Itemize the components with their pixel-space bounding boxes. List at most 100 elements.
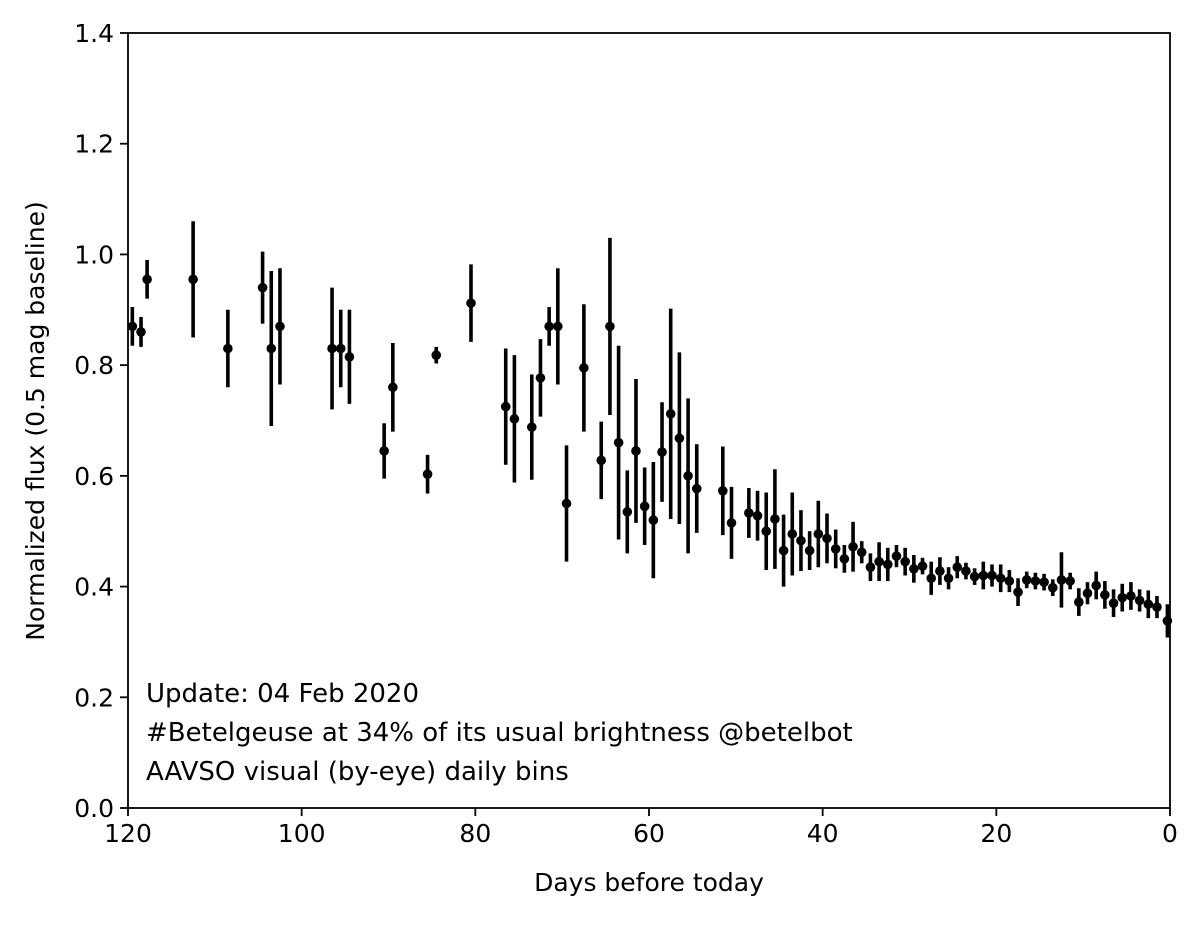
data-point (1056, 575, 1067, 585)
data-point (1091, 580, 1101, 591)
data-point (561, 498, 572, 509)
data-point (622, 507, 633, 517)
data-point (266, 343, 277, 354)
annotation-data-source: AAVSO visual (by-eye) daily bins (146, 757, 569, 787)
data-point (926, 573, 937, 584)
data-point (1117, 592, 1128, 603)
data-point (544, 321, 554, 332)
y-tick-label: 1.0 (74, 240, 114, 269)
data-point (1021, 575, 1032, 585)
x-axis-title: Days before today (534, 868, 764, 897)
x-tick-label: 80 (459, 819, 491, 848)
data-point (1152, 602, 1162, 612)
data-point (223, 343, 233, 354)
data-point (1100, 590, 1110, 600)
data-point (422, 469, 433, 479)
data-point (839, 554, 850, 564)
data-point (726, 518, 737, 528)
data-point (969, 571, 980, 582)
data-point (657, 447, 667, 457)
data-point (605, 321, 615, 332)
data-point (1030, 576, 1041, 586)
data-point (142, 274, 152, 285)
data-point (553, 321, 563, 332)
data-point (257, 282, 268, 293)
data-point (787, 529, 798, 539)
data-point (813, 529, 824, 539)
annotation-brightness: #Betelgeuse at 34% of its usual brightne… (146, 718, 853, 748)
data-point (509, 414, 520, 424)
data-point (665, 409, 676, 419)
data-point (943, 573, 954, 584)
y-tick-label: 0.6 (74, 462, 114, 491)
data-point (761, 526, 772, 537)
data-point (1074, 597, 1084, 607)
data-point (1082, 588, 1093, 599)
data-point (909, 564, 919, 574)
data-point (335, 343, 346, 354)
x-tick-label: 120 (104, 819, 152, 848)
data-point (995, 573, 1006, 584)
data-point (917, 561, 928, 571)
data-point (1004, 576, 1015, 586)
data-point (987, 570, 997, 581)
data-point (778, 545, 789, 556)
data-point (344, 352, 355, 362)
x-tick-label: 60 (633, 819, 665, 848)
data-point (188, 274, 198, 285)
data-point (379, 446, 389, 456)
data-point (1134, 595, 1145, 606)
data-point (1143, 599, 1154, 610)
data-point (1013, 587, 1023, 597)
data-point (718, 486, 728, 496)
data-point (639, 501, 650, 512)
data-point (648, 515, 659, 525)
x-tick-label: 0 (1162, 819, 1178, 848)
data-point (127, 321, 138, 332)
x-tick-label: 40 (807, 819, 839, 848)
data-point (500, 401, 511, 412)
x-tick-label: 20 (980, 819, 1012, 848)
data-point (856, 547, 867, 558)
data-point (1065, 576, 1075, 586)
y-tick-label: 0.4 (74, 573, 114, 602)
data-point (935, 566, 945, 576)
data-point (136, 327, 146, 337)
data-point (978, 570, 989, 581)
data-point (882, 559, 893, 570)
data-point (431, 350, 442, 360)
data-point (1126, 591, 1136, 601)
data-point (830, 544, 841, 554)
axes: 120 100 80 60 40 20 0 0.0 0.2 0.4 0.6 0.8 1.0 1.2 1.4 (74, 19, 1178, 848)
data-point (596, 455, 607, 466)
y-tick-label: 1.2 (74, 130, 114, 159)
y-tick-label: 1.4 (74, 19, 114, 48)
y-axis-title: Normalized flux (0.5 mag baseline) (21, 201, 50, 640)
data-marks (127, 221, 1173, 638)
x-tick-label: 100 (278, 819, 326, 848)
y-tick-label: 0.0 (74, 794, 114, 823)
data-point (1047, 582, 1058, 593)
data-point (691, 483, 702, 494)
data-point (579, 363, 589, 373)
data-point (752, 510, 763, 521)
data-point (961, 566, 971, 576)
data-point (744, 508, 754, 518)
data-point (804, 545, 815, 556)
data-point (683, 471, 693, 481)
data-point (275, 321, 285, 332)
y-tick-label: 0.8 (74, 351, 114, 380)
data-point (770, 514, 780, 524)
data-point (952, 562, 963, 572)
data-point (1039, 577, 1049, 587)
data-point (865, 562, 876, 572)
data-point (526, 422, 537, 432)
data-point (535, 373, 546, 383)
data-point (1108, 598, 1119, 608)
data-point (848, 541, 858, 552)
data-point (891, 551, 902, 561)
data-point (900, 556, 910, 567)
data-point (674, 433, 685, 444)
